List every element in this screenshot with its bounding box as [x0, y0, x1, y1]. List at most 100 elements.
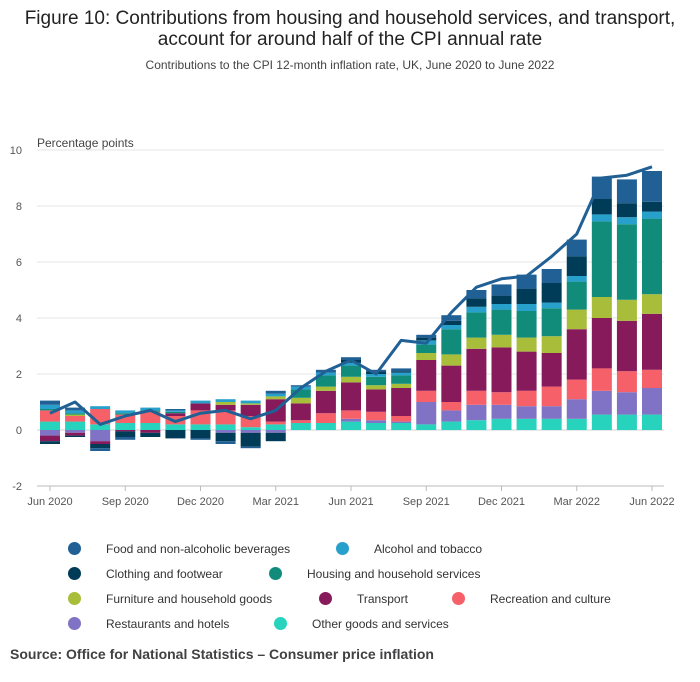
bar-segment	[341, 382, 361, 411]
bar-segment	[65, 410, 86, 414]
bar-segment	[240, 446, 261, 449]
chart-svg: Percentage points -2 0 2 4 6 8 10 Jun 2020 Sep …	[10, 136, 675, 508]
y-tick-label: 0	[16, 425, 22, 437]
bar-segment	[591, 318, 612, 369]
bar-segment	[115, 423, 136, 430]
bar-segment	[315, 413, 336, 423]
bar-segment	[190, 403, 211, 411]
legend-swatch-transport	[319, 592, 332, 605]
bar-segment	[165, 424, 186, 430]
y-axis-label: Percentage points	[37, 136, 134, 150]
bar-segment	[65, 407, 86, 411]
bar-segment	[441, 320, 462, 325]
bar-segment	[391, 388, 412, 416]
bar-segment	[190, 430, 211, 439]
bar-segment	[591, 199, 612, 215]
bar-segment	[616, 203, 637, 218]
x-axis: Jun 2020 Sep 2020 Dec 2020 Mar 2021 Jun 2021…	[27, 485, 675, 508]
bar-segment	[391, 375, 412, 384]
bar-segment	[516, 274, 537, 289]
bar-segment	[190, 424, 211, 430]
bar-segment	[40, 421, 60, 430]
bar-segment	[90, 406, 111, 409]
bar-segment	[290, 397, 311, 404]
bar-segment	[591, 176, 612, 199]
source-note: Source: Office for National Statistics –…	[10, 646, 434, 662]
legend-label-alcohol: Alcohol and tobacco	[374, 542, 483, 556]
bar-segment	[40, 404, 60, 409]
x-tick-label: Dec 2020	[177, 496, 224, 508]
bar-segment	[516, 288, 537, 304]
bar-segment	[366, 376, 387, 386]
bar-segment	[65, 413, 86, 415]
bar-segment	[240, 416, 261, 428]
bar-segment	[65, 432, 86, 436]
legend-label-recreation: Recreation and culture	[490, 592, 611, 606]
legend-swatch-food	[68, 542, 81, 555]
legend-label-furniture: Furniture and household goods	[106, 592, 273, 606]
bar-segment	[491, 347, 512, 393]
bar-segment	[215, 410, 236, 425]
bar-segment	[616, 179, 637, 204]
bar-segment	[491, 418, 512, 430]
bar-segment	[541, 336, 562, 353]
bar-segment	[265, 393, 286, 397]
bar-segment	[40, 410, 60, 422]
bar-segment	[215, 404, 236, 411]
chart-subtitle: Contributions to the CPI 12-month inflat…	[145, 58, 555, 72]
bar-segment	[441, 410, 462, 422]
bar-segment	[416, 390, 437, 402]
x-tick-label: Jun 2020	[27, 496, 72, 508]
bar-segment	[642, 388, 662, 415]
bar-segment	[366, 369, 387, 372]
bar-segment	[416, 337, 437, 341]
bar-segment	[290, 403, 311, 421]
bar-segment	[315, 423, 336, 430]
bar-segment	[616, 217, 637, 225]
bar-segment	[591, 297, 612, 318]
bar-segment	[566, 399, 587, 419]
bar-segment	[566, 276, 587, 282]
bar-segment	[391, 421, 412, 423]
bar-segment	[190, 400, 211, 404]
bar-segment	[290, 385, 311, 387]
bar-segment	[566, 239, 587, 257]
bar-segment	[416, 402, 437, 425]
bar-segment	[140, 423, 161, 430]
bar-segment	[265, 430, 286, 433]
y-tick-label: 8	[16, 201, 22, 213]
bar-segment	[441, 354, 462, 366]
bar-segment	[265, 424, 286, 430]
bar-segment	[240, 400, 261, 404]
bar-segment	[391, 383, 412, 388]
bar-segment	[642, 211, 662, 219]
bar-segment	[40, 430, 60, 436]
legend-label-restaurants: Restaurants and hotels	[106, 617, 230, 631]
bar-segment	[290, 389, 311, 398]
bar-segment	[642, 171, 662, 202]
legend-label-clothing: Clothing and footwear	[106, 567, 223, 581]
bar-segment	[165, 411, 186, 414]
x-tick-label: Jun 2021	[328, 496, 373, 508]
bar-segment	[416, 424, 437, 430]
bar-segment	[466, 337, 487, 349]
bar-segment	[516, 418, 537, 430]
bar-segment	[416, 344, 437, 353]
bar-segment	[165, 413, 186, 416]
bar-segment	[215, 424, 236, 430]
y-tick-label: 6	[16, 257, 22, 269]
bar-segment	[491, 304, 512, 310]
bar-segment	[240, 404, 261, 416]
bar-segment	[40, 435, 60, 442]
legend-label-other: Other goods and services	[312, 617, 449, 631]
bar-segment	[40, 409, 60, 411]
bar-segment	[90, 430, 111, 442]
bar-segment	[642, 218, 662, 295]
bar-segment	[65, 414, 86, 416]
bar-segment	[341, 421, 361, 430]
bar-segment	[215, 430, 236, 433]
bar-segment	[541, 418, 562, 430]
bar-segment	[491, 309, 512, 335]
bar-segment	[491, 295, 512, 304]
legend-swatch-restaurants	[68, 617, 81, 630]
